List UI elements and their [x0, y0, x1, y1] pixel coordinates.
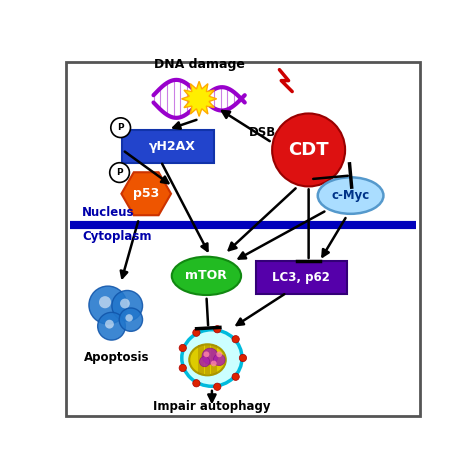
- Circle shape: [111, 118, 130, 137]
- Circle shape: [193, 329, 200, 337]
- Text: P: P: [118, 123, 124, 132]
- Text: Nucleus: Nucleus: [82, 206, 135, 219]
- Text: γH2AX: γH2AX: [148, 140, 195, 153]
- Polygon shape: [205, 345, 210, 374]
- Polygon shape: [182, 82, 217, 117]
- Circle shape: [272, 113, 345, 186]
- Text: P: P: [116, 168, 123, 177]
- Text: mTOR: mTOR: [185, 269, 228, 283]
- Text: DSB: DSB: [248, 126, 276, 139]
- Circle shape: [112, 291, 143, 321]
- Ellipse shape: [172, 257, 241, 295]
- Circle shape: [193, 380, 200, 387]
- FancyBboxPatch shape: [66, 63, 420, 416]
- Circle shape: [109, 163, 129, 182]
- Circle shape: [120, 299, 130, 309]
- Circle shape: [99, 296, 111, 308]
- Circle shape: [98, 312, 126, 340]
- Circle shape: [202, 348, 218, 364]
- Text: p53: p53: [133, 187, 159, 200]
- Circle shape: [211, 361, 217, 366]
- Text: LC3, p62: LC3, p62: [273, 271, 330, 284]
- Ellipse shape: [318, 177, 383, 214]
- Text: Impair autophagy: Impair autophagy: [153, 400, 271, 413]
- Text: DNA damage: DNA damage: [154, 58, 245, 71]
- Circle shape: [239, 355, 246, 362]
- Circle shape: [213, 354, 225, 365]
- Circle shape: [105, 320, 114, 328]
- Circle shape: [200, 356, 210, 367]
- Text: c-Myc: c-Myc: [331, 189, 370, 202]
- FancyBboxPatch shape: [255, 261, 347, 294]
- Polygon shape: [198, 345, 204, 374]
- Circle shape: [179, 365, 186, 372]
- Circle shape: [216, 351, 222, 357]
- Circle shape: [126, 314, 133, 322]
- Ellipse shape: [182, 330, 242, 386]
- Circle shape: [214, 383, 221, 391]
- Circle shape: [119, 308, 143, 331]
- Circle shape: [203, 351, 210, 357]
- Text: CDT: CDT: [288, 141, 329, 159]
- Text: Cytoplasm: Cytoplasm: [82, 229, 152, 243]
- Circle shape: [89, 286, 127, 324]
- Circle shape: [232, 336, 239, 343]
- Text: Apoptosis: Apoptosis: [84, 351, 150, 364]
- Polygon shape: [211, 345, 217, 374]
- Circle shape: [214, 326, 221, 333]
- Circle shape: [232, 373, 239, 381]
- FancyBboxPatch shape: [122, 129, 214, 163]
- Circle shape: [179, 344, 186, 352]
- Ellipse shape: [189, 344, 226, 375]
